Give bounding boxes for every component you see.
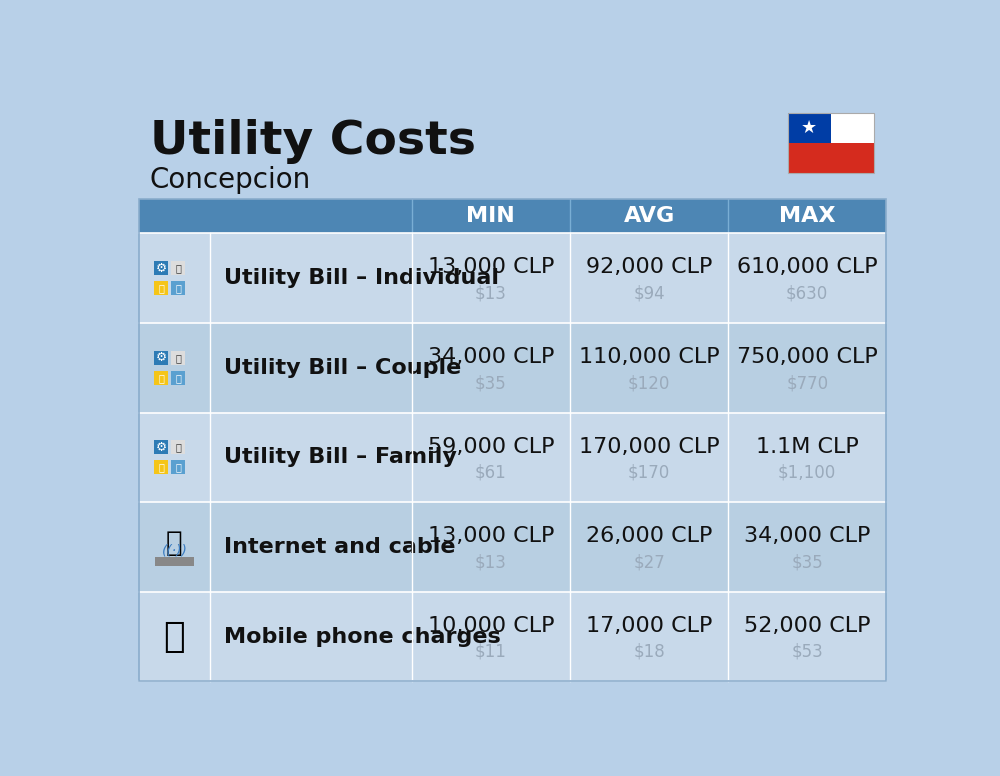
Text: 110,000 CLP: 110,000 CLP <box>579 347 720 367</box>
Text: $120: $120 <box>628 374 670 392</box>
Text: 📶: 📶 <box>166 529 183 557</box>
Text: $35: $35 <box>475 374 507 392</box>
Text: 52,000 CLP: 52,000 CLP <box>744 616 870 636</box>
Text: $61: $61 <box>475 464 507 482</box>
Bar <box>139 413 886 502</box>
Bar <box>154 371 168 385</box>
Text: 💧: 💧 <box>175 283 181 293</box>
Text: MAX: MAX <box>779 206 835 227</box>
Text: 🔌: 🔌 <box>158 462 164 473</box>
Text: Utility Costs: Utility Costs <box>150 120 476 165</box>
Text: 13,000 CLP: 13,000 CLP <box>428 258 554 277</box>
Text: 💧: 💧 <box>175 462 181 473</box>
Text: $1,100: $1,100 <box>778 464 836 482</box>
Bar <box>788 143 874 173</box>
Text: 92,000 CLP: 92,000 CLP <box>586 258 712 277</box>
Text: AVG: AVG <box>624 206 675 227</box>
Bar <box>171 441 185 454</box>
Bar <box>171 460 185 474</box>
Text: 26,000 CLP: 26,000 CLP <box>586 526 712 546</box>
Text: 10,000 CLP: 10,000 CLP <box>428 616 554 636</box>
Bar <box>139 199 886 234</box>
Text: $630: $630 <box>786 285 828 303</box>
Bar <box>171 371 185 385</box>
Text: $53: $53 <box>791 643 823 661</box>
Text: 🔌: 🔌 <box>158 372 164 383</box>
Text: $770: $770 <box>786 374 828 392</box>
Text: Mobile phone charges: Mobile phone charges <box>224 626 501 646</box>
Bar <box>155 557 194 566</box>
Text: 📱: 📱 <box>164 619 185 653</box>
Bar <box>788 113 831 143</box>
Text: Utility Bill – Family: Utility Bill – Family <box>224 447 457 467</box>
Bar <box>831 113 874 143</box>
Text: 👤: 👤 <box>175 442 181 452</box>
Text: $18: $18 <box>633 643 665 661</box>
Text: 34,000 CLP: 34,000 CLP <box>744 526 870 546</box>
Bar <box>139 502 886 592</box>
Text: Utility Bill – Couple: Utility Bill – Couple <box>224 358 461 378</box>
Text: ((·)): ((·)) <box>161 544 187 558</box>
Bar <box>171 262 185 275</box>
Text: 👤: 👤 <box>175 352 181 362</box>
Bar <box>154 441 168 454</box>
Text: 170,000 CLP: 170,000 CLP <box>579 437 720 456</box>
Text: 34,000 CLP: 34,000 CLP <box>428 347 554 367</box>
Text: $170: $170 <box>628 464 670 482</box>
Text: 17,000 CLP: 17,000 CLP <box>586 616 712 636</box>
Bar <box>139 234 886 323</box>
Bar <box>154 351 168 365</box>
Text: ⚙: ⚙ <box>156 441 167 454</box>
Bar <box>154 262 168 275</box>
Text: Utility Bill – Individual: Utility Bill – Individual <box>224 268 499 288</box>
Text: 💧: 💧 <box>175 372 181 383</box>
Bar <box>154 281 168 295</box>
Text: $35: $35 <box>791 553 823 571</box>
Text: 59,000 CLP: 59,000 CLP <box>428 437 554 456</box>
Text: $13: $13 <box>475 285 507 303</box>
Text: ⚙: ⚙ <box>156 352 167 364</box>
Bar <box>139 592 886 681</box>
Text: 👤: 👤 <box>175 263 181 273</box>
Text: ⚙: ⚙ <box>156 262 167 275</box>
Text: ★: ★ <box>801 120 817 137</box>
Bar <box>171 351 185 365</box>
Text: 610,000 CLP: 610,000 CLP <box>737 258 878 277</box>
Text: 750,000 CLP: 750,000 CLP <box>737 347 878 367</box>
Text: $13: $13 <box>475 553 507 571</box>
Text: Internet and cable: Internet and cable <box>224 537 455 557</box>
Bar <box>139 199 886 681</box>
Bar <box>154 460 168 474</box>
Text: $27: $27 <box>633 553 665 571</box>
Text: $94: $94 <box>633 285 665 303</box>
Bar <box>139 323 886 413</box>
Bar <box>171 281 185 295</box>
Text: 🔌: 🔌 <box>158 283 164 293</box>
Text: Concepcion: Concepcion <box>150 165 311 193</box>
Text: 1.1M CLP: 1.1M CLP <box>756 437 859 456</box>
Text: $11: $11 <box>475 643 507 661</box>
Bar <box>788 113 874 173</box>
Text: MIN: MIN <box>466 206 515 227</box>
Text: 13,000 CLP: 13,000 CLP <box>428 526 554 546</box>
